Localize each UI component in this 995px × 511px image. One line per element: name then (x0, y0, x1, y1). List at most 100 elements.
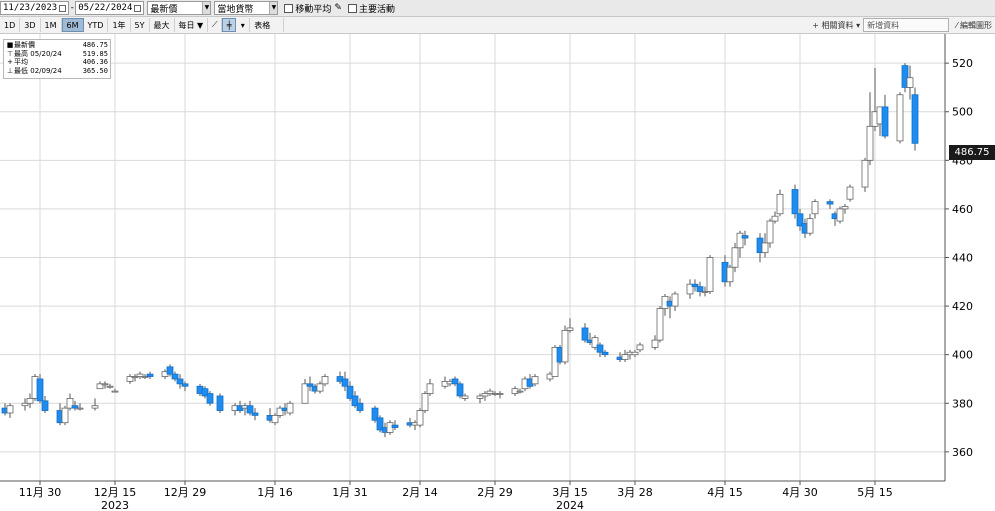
legend-avg-label: 平均 (14, 58, 28, 66)
candle-up (566, 327, 574, 331)
x-tick-label: 5月 15 (857, 486, 893, 499)
more-chart-types-icon[interactable]: ▾ (236, 18, 251, 32)
candle-up (106, 385, 114, 388)
x-tick-label: 4月 15 (707, 486, 743, 499)
calendar-icon[interactable] (59, 4, 67, 12)
chevron-down-icon[interactable]: ▼ (269, 2, 278, 14)
y-tick-label: 360 (952, 446, 973, 459)
range-button-ytd[interactable]: YTD (84, 18, 109, 32)
candle-up (731, 247, 739, 268)
line-chart-icon[interactable]: ⟋ (208, 18, 223, 32)
candle-up (96, 383, 104, 390)
candle-down (371, 407, 379, 421)
x-tick-label: 2月 14 (402, 486, 438, 499)
frequency-select[interactable]: 每日 ▼ (175, 18, 209, 32)
candle-up (861, 159, 869, 188)
candle-down (601, 351, 609, 356)
x-tick-label: 2月 29 (477, 486, 513, 499)
start-date-field[interactable]: 11/23/2023 (0, 1, 70, 15)
range-button-max[interactable]: 最大 (150, 18, 175, 32)
top-toolbar: 11/23/2023 - 05/22/2024 最新價 ▼ 當地貨幣 ▼ 移動平… (0, 0, 995, 17)
end-date-value: 05/22/2024 (78, 3, 133, 13)
candle-up (486, 390, 494, 394)
range-button-1y[interactable]: 1年 (108, 18, 131, 32)
candle-up (811, 201, 819, 215)
candle-up (671, 293, 679, 307)
legend-avg-value: 406.36 (82, 58, 108, 66)
moving-average-label: 移動平均 (295, 4, 332, 15)
candle-up (61, 407, 69, 424)
candle-up (726, 266, 734, 283)
currency-value: 當地貨幣 (217, 4, 254, 15)
candle-down (171, 373, 179, 380)
x-tick-label: 12月 29 (164, 486, 207, 499)
candle-up (761, 242, 769, 254)
candle-up (66, 398, 74, 409)
candlestick-icon[interactable]: ╪ (222, 18, 237, 32)
price-chart[interactable]: 360 380 400 420 440 460 480 500 520 11月 30 12月 15 1… (0, 34, 995, 511)
candle-up (706, 257, 714, 292)
legend-row-last: ■ 最新價 486.75 (6, 41, 108, 50)
related-data-button[interactable]: + 相關資料 ▾ (812, 20, 861, 30)
y-tick-label: 440 (952, 252, 973, 265)
candle-down (881, 106, 889, 137)
candle-up (621, 354, 629, 360)
candle-up (496, 393, 504, 395)
edit-chart-button[interactable]: ⁄ 編輯圖形 (956, 20, 992, 30)
chart-legend: ■ 最新價 486.75 ⊤ 最高 05/20/24 519.85 + 平均 406.… (3, 39, 111, 79)
candle-down (451, 378, 459, 385)
add-data-label: 新增資料 (867, 20, 900, 30)
legend-high-date: 05/20/24 (30, 49, 62, 58)
candle-down (581, 327, 589, 341)
range-button-1m[interactable]: 1M (41, 18, 62, 32)
candle-up (101, 383, 109, 386)
candle-up (846, 186, 854, 200)
range-button-5y[interactable]: 5Y (131, 18, 150, 32)
calendar-icon[interactable] (134, 4, 142, 12)
high-marker-icon: ⊤ (6, 49, 14, 58)
candle-down (741, 235, 749, 239)
currency-select[interactable]: 當地貨幣 ▼ (214, 1, 279, 15)
candle-down (201, 388, 209, 397)
related-data-label: 相關資料 (821, 20, 854, 30)
range-button-6m[interactable]: 6M (61, 18, 84, 32)
checkbox-icon[interactable] (347, 3, 357, 13)
candle-down (346, 385, 354, 399)
events-checkbox[interactable]: 主要活動 (347, 2, 395, 15)
legend-last-value: 486.75 (82, 41, 108, 49)
price-type-select[interactable]: 最新價 ▼ (147, 1, 212, 15)
chevron-down-icon[interactable]: ▼ (202, 2, 211, 14)
candle-up (631, 351, 639, 356)
candle-down (251, 412, 259, 416)
candle-down (791, 189, 799, 215)
last-price-badge: 486.75 (949, 145, 995, 160)
pencil-icon[interactable]: ✎ (334, 3, 342, 13)
candle-down (36, 378, 44, 402)
y-tick-label: 460 (952, 203, 973, 216)
candle-up (126, 376, 134, 382)
range-button-1d[interactable]: 1D (0, 18, 21, 32)
candle-up (136, 373, 144, 377)
candle-up (6, 405, 14, 414)
candle-up (476, 395, 484, 399)
y-tick-label: 400 (952, 349, 973, 362)
candle-down (696, 286, 704, 292)
x-tick-label: 4月 30 (782, 486, 818, 499)
add-data-field[interactable]: 新增資料 (863, 18, 950, 32)
y-tick-label: 420 (952, 300, 973, 313)
candle-up (21, 402, 29, 407)
end-date-field[interactable]: 05/22/2024 (75, 1, 145, 15)
candle-down (596, 344, 604, 353)
date-separator: - (70, 3, 74, 13)
moving-average-checkbox[interactable]: 移動平均 ✎ (284, 2, 342, 15)
table-button[interactable]: 表格 (250, 18, 285, 32)
legend-last-label: 最新價 (14, 41, 35, 49)
x-tick-label: 1月 16 (257, 486, 293, 499)
checkbox-icon[interactable] (284, 3, 294, 13)
range-button-3d[interactable]: 3D (20, 18, 41, 32)
x-tick-label: 3月 28 (617, 486, 653, 499)
candle-down (391, 424, 399, 428)
candle-up (841, 206, 849, 210)
average-marker-icon: + (7, 58, 13, 66)
